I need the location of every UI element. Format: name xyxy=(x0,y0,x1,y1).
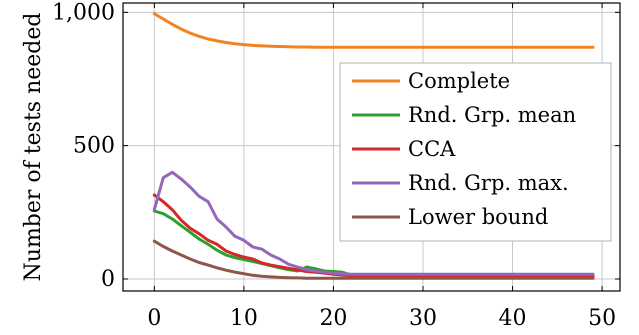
y-tick-label: 0 xyxy=(101,267,115,292)
x-tick-label: 0 xyxy=(147,306,161,331)
y-tick-label: 1,000 xyxy=(52,0,115,25)
series-line-cca xyxy=(152,193,595,278)
legend-entry: CCA xyxy=(408,137,456,161)
legend-entry: Lower bound xyxy=(408,205,548,229)
series-line-lower-bound xyxy=(152,239,595,280)
x-tick-label: 10 xyxy=(230,306,258,331)
series-layer xyxy=(152,12,595,280)
series-line-complete xyxy=(152,12,595,49)
x-tick-label: 20 xyxy=(319,306,347,331)
legend-entry: Rnd. Grp. mean xyxy=(408,103,576,127)
x-tick-label: 40 xyxy=(499,306,527,331)
series-line-rnd-grp-max xyxy=(152,170,595,276)
legend-entry: Rnd. Grp. max. xyxy=(408,171,569,195)
y-axis-label: Number of tests needed xyxy=(21,13,46,282)
x-tick-label: 50 xyxy=(588,306,616,331)
plot-frame xyxy=(122,2,621,292)
legend-entry: Complete xyxy=(408,69,510,93)
y-tick-label: 500 xyxy=(73,134,115,159)
legend: Complete Rnd. Grp. mean CCA Rnd. Grp. max. L… xyxy=(339,62,612,242)
legend-box xyxy=(339,62,612,242)
x-tick-label: 30 xyxy=(409,306,437,331)
